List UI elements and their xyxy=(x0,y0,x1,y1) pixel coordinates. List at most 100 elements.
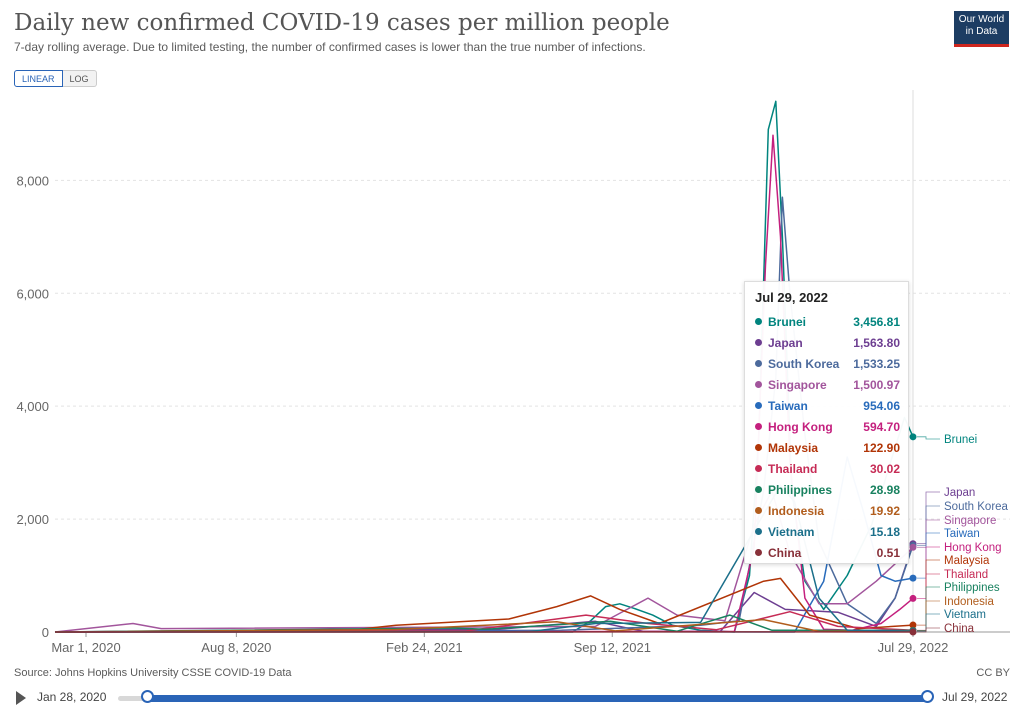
series-end-point xyxy=(909,628,917,636)
tooltip-row: Malaysia 122.90 xyxy=(755,437,900,458)
y-tick-label: 2,000 xyxy=(16,512,49,527)
y-tick-label: 4,000 xyxy=(16,399,49,414)
tooltip-dot xyxy=(755,402,762,409)
tooltip-dot xyxy=(755,528,762,535)
tooltip-country: Taiwan xyxy=(768,398,808,413)
timeline-start-handle[interactable] xyxy=(141,690,154,703)
series-leader-line xyxy=(917,586,940,631)
tooltip-value: 30.02 xyxy=(869,461,900,476)
tooltip-country: Vietnam xyxy=(768,524,815,539)
timeline-end-handle[interactable] xyxy=(921,690,934,703)
series-end-point xyxy=(909,574,917,582)
tooltip-value: 122.90 xyxy=(863,440,900,455)
y-tick-label: 8,000 xyxy=(16,173,49,188)
series-end-point xyxy=(909,543,917,551)
tooltip-dot xyxy=(755,339,762,346)
tooltip-row: Brunei 3,456.81 xyxy=(755,311,900,332)
series-label: Vietnam xyxy=(944,609,986,621)
tooltip-row: Indonesia 19.92 xyxy=(755,500,900,521)
x-tick-label: Aug 8, 2020 xyxy=(201,640,271,655)
series-leader-line xyxy=(917,600,940,632)
tooltip-country: South Korea xyxy=(768,356,840,371)
series-label: Singapore xyxy=(944,515,996,527)
logo-line-2: in Data xyxy=(965,26,998,37)
series-label: Thailand xyxy=(944,569,988,581)
x-tick-label: Jul 29, 2022 xyxy=(878,640,949,655)
tooltip-dot xyxy=(755,318,762,325)
series-leader-line xyxy=(917,627,940,633)
series-leader-line xyxy=(917,573,940,631)
series-leader-line xyxy=(917,546,940,599)
series-leader-line xyxy=(917,559,940,626)
series-end-point xyxy=(909,433,917,441)
scale-toggle: LINEAR LOG xyxy=(14,70,97,87)
timeline-selected-range xyxy=(148,695,928,702)
series-leader-line xyxy=(917,436,940,440)
timeline-end-label: Jul 29, 2022 xyxy=(942,690,1008,704)
tooltip-country: Malaysia xyxy=(768,440,819,455)
series-end-point xyxy=(909,594,917,602)
series-end-point xyxy=(909,621,917,629)
tooltip-country: Brunei xyxy=(768,314,807,329)
tooltip-dot xyxy=(755,507,762,514)
series-label: Japan xyxy=(944,487,975,499)
tooltip-country: Japan xyxy=(768,335,803,350)
tooltip-row: Taiwan 954.06 xyxy=(755,395,900,416)
series-label: Hong Kong xyxy=(944,542,1002,554)
tooltip-value: 3,456.81 xyxy=(853,314,900,329)
tooltip-country: Philippines xyxy=(768,482,833,497)
chart-subtitle: 7-day rolling average. Due to limited te… xyxy=(14,40,646,54)
play-icon[interactable] xyxy=(16,691,26,705)
x-tick-label: Feb 24, 2021 xyxy=(386,640,463,655)
tooltip-row: China 0.51 xyxy=(755,542,900,563)
tooltip-country: Hong Kong xyxy=(768,419,833,434)
linear-scale-button[interactable]: LINEAR xyxy=(14,70,63,87)
tooltip-value: 1,533.25 xyxy=(853,356,900,371)
tooltip-dot xyxy=(755,423,762,430)
series-leader-line xyxy=(917,505,940,546)
series-leader-line xyxy=(917,613,940,632)
tooltip-dot xyxy=(755,549,762,556)
series-label: Indonesia xyxy=(944,596,994,608)
tooltip-row: Vietnam 15.18 xyxy=(755,521,900,542)
series-line xyxy=(54,610,914,633)
tooltip-date: Jul 29, 2022 xyxy=(755,290,828,305)
tooltip-country: Indonesia xyxy=(768,503,825,518)
tooltip-dot xyxy=(755,444,762,451)
tooltip-row: Hong Kong 594.70 xyxy=(755,416,900,437)
tooltip-row: Japan 1,563.80 xyxy=(755,332,900,353)
log-scale-button[interactable]: LOG xyxy=(62,70,97,87)
series-leader-line xyxy=(917,491,940,545)
tooltip-country: Singapore xyxy=(768,377,827,392)
series-label: Taiwan xyxy=(944,528,980,540)
tooltip-row: Philippines 28.98 xyxy=(755,479,900,500)
logo-line-1: Our World xyxy=(958,14,1005,25)
series-label: China xyxy=(944,623,975,635)
y-tick-label: 0 xyxy=(42,625,49,640)
tooltip-value: 19.92 xyxy=(869,503,900,518)
logo-accent-bar xyxy=(954,44,1009,47)
tooltip-row: South Korea 1,533.25 xyxy=(755,353,900,374)
owid-logo[interactable]: Our World in Data xyxy=(954,11,1009,44)
timeline-start-label: Jan 28, 2020 xyxy=(37,690,107,704)
chart-title: Daily new confirmed COVID-19 cases per m… xyxy=(14,10,670,36)
tooltip-value: 1,500.97 xyxy=(853,377,900,392)
tooltip-value: 594.70 xyxy=(863,419,900,434)
hover-tooltip: Jul 29, 2022 Brunei 3,456.81 Japan 1,563.80… xyxy=(744,281,909,564)
tooltip-country: China xyxy=(768,545,802,560)
series-line xyxy=(54,577,914,633)
y-tick-label: 6,000 xyxy=(16,286,49,301)
tooltip-value: 0.51 xyxy=(876,545,900,560)
tooltip-country: Thailand xyxy=(768,461,818,476)
series-label: Malaysia xyxy=(944,555,990,567)
series-line xyxy=(54,490,914,633)
series-label: Brunei xyxy=(944,434,977,446)
license-link[interactable]: CC BY xyxy=(976,667,1010,679)
series-label: Philippines xyxy=(944,582,1000,594)
x-tick-label: Mar 1, 2020 xyxy=(51,640,120,655)
tooltip-value: 1,563.80 xyxy=(853,335,900,350)
series-leader-line xyxy=(917,532,940,579)
tooltip-value: 15.18 xyxy=(869,524,900,539)
series-line xyxy=(54,614,914,633)
source-note: Source: Johns Hopkins University CSSE CO… xyxy=(14,667,292,679)
